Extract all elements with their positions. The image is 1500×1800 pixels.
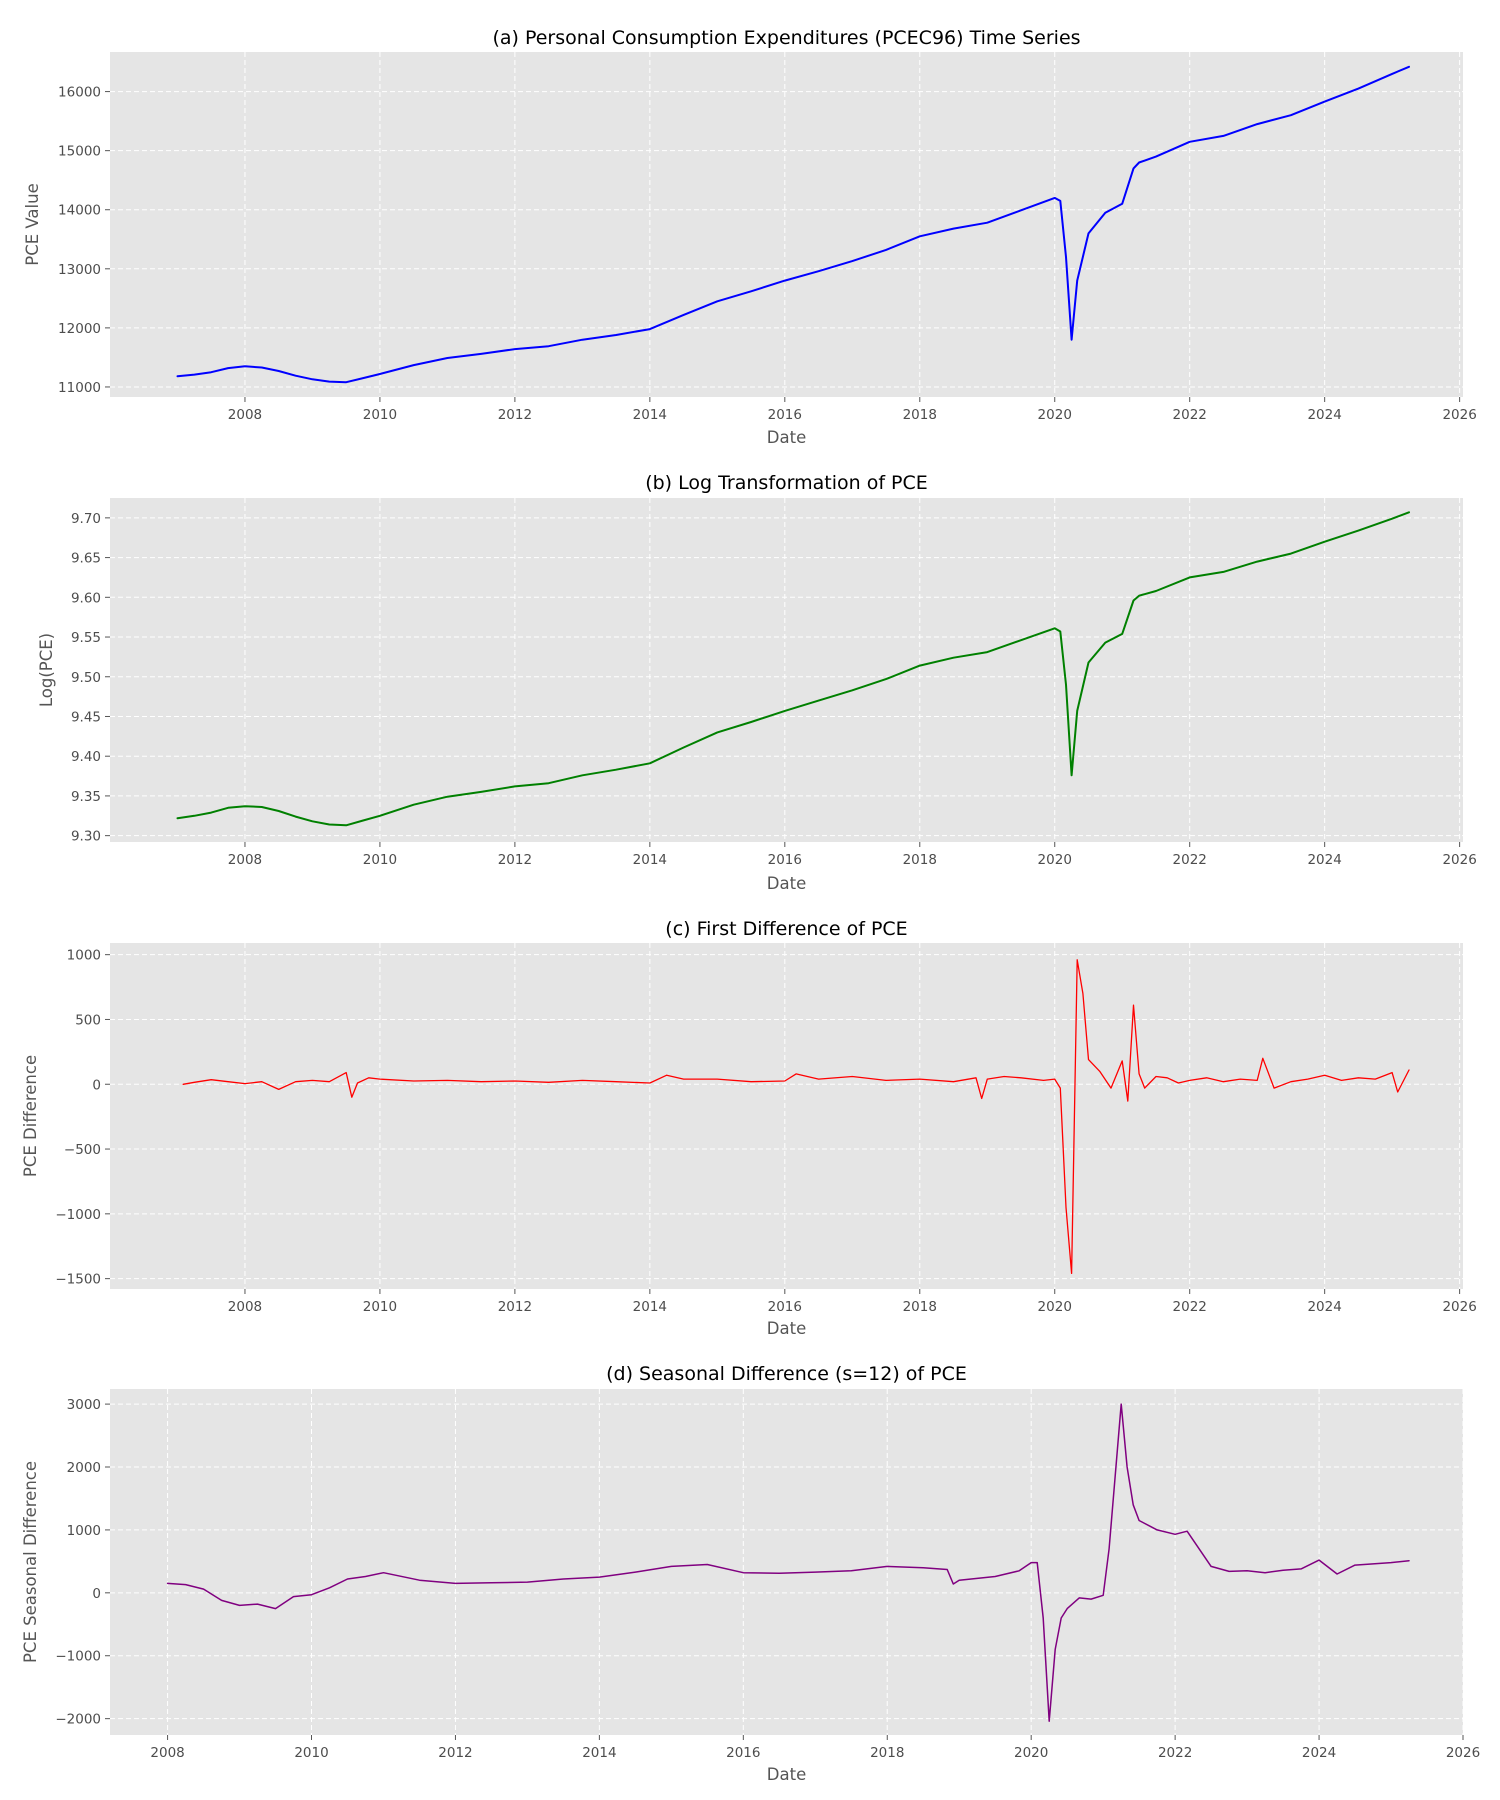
y-axis-label: Log(PCE)	[37, 633, 56, 707]
y-tick-label: −500	[64, 1142, 101, 1158]
x-tick-label: 2018	[870, 1745, 904, 1761]
y-axis-label: PCE Seasonal Difference	[21, 1461, 40, 1663]
y-tick-label: −1000	[55, 1649, 101, 1665]
y-tick-label: 1000	[67, 1523, 101, 1539]
x-tick-label: 2018	[903, 407, 937, 423]
x-tick-label: 2022	[1173, 852, 1207, 868]
x-tick-label: 2010	[294, 1745, 328, 1761]
y-tick-label: −1000	[55, 1207, 101, 1223]
x-tick-label: 2012	[498, 852, 532, 868]
x-tick-label: 2016	[726, 1745, 760, 1761]
y-tick-label: 1000	[67, 948, 101, 964]
x-tick-label: 2012	[498, 1299, 532, 1315]
chart-title: (d) Seasonal Difference (s=12) of PCE	[606, 1363, 967, 1385]
x-tick-label: 2022	[1158, 1745, 1192, 1761]
x-tick-label: 2026	[1446, 1745, 1480, 1761]
y-tick-label: 9.70	[71, 511, 101, 527]
x-tick-label: 2022	[1173, 1299, 1207, 1315]
x-axis-label: Date	[767, 1319, 806, 1338]
x-tick-label: 2018	[903, 852, 937, 868]
x-tick-label: 2012	[438, 1745, 472, 1761]
y-tick-label: 9.45	[71, 709, 101, 725]
x-tick-label: 2020	[1038, 407, 1072, 423]
y-tick-label: 3000	[67, 1397, 101, 1413]
x-tick-label: 2020	[1014, 1745, 1048, 1761]
x-tick-label: 2020	[1038, 1299, 1072, 1315]
chart-title: (a) Personal Consumption Expenditures (P…	[492, 27, 1080, 49]
x-tick-label: 2016	[768, 1299, 802, 1315]
y-tick-label: 12000	[58, 321, 101, 337]
series-line-0	[166, 1403, 1410, 1722]
x-tick-label: 2010	[363, 852, 397, 868]
y-tick-label: 9.60	[71, 590, 101, 606]
y-tick-label: 9.65	[71, 551, 101, 567]
x-tick-label: 2008	[150, 1745, 184, 1761]
x-tick-label: 2008	[228, 1299, 262, 1315]
y-tick-label: 9.30	[71, 829, 101, 845]
y-tick-label: −1500	[55, 1272, 101, 1288]
y-tick-label: 9.40	[71, 749, 101, 765]
y-tick-label: 11000	[58, 380, 101, 396]
series-line-0	[182, 959, 1410, 1275]
y-tick-label: 9.55	[71, 630, 101, 646]
x-tick-label: 2014	[633, 407, 667, 423]
x-tick-label: 2010	[363, 1299, 397, 1315]
chart-panel-1: 2008 2010 2012 2014 2016 2018 2020 2022 2024 2026…	[37, 472, 1477, 893]
x-tick-label: 2024	[1307, 1299, 1341, 1315]
x-tick-label: 2016	[768, 407, 802, 423]
y-tick-label: 9.50	[71, 670, 101, 686]
y-tick-label: 500	[75, 1012, 101, 1028]
x-tick-label: 2014	[582, 1745, 616, 1761]
x-tick-label: 2024	[1307, 852, 1341, 868]
x-tick-label: 2010	[363, 407, 397, 423]
plot-area	[110, 943, 1463, 1289]
y-tick-label: −2000	[55, 1712, 101, 1728]
x-tick-label: 2026	[1442, 407, 1476, 423]
y-axis-label: PCE Value	[23, 183, 42, 265]
plot-area	[110, 1389, 1463, 1735]
x-tick-label: 2024	[1307, 407, 1341, 423]
y-tick-label: 15000	[58, 144, 101, 160]
x-tick-label: 2024	[1302, 1745, 1336, 1761]
series-line-0	[176, 511, 1410, 827]
chart-title: (b) Log Transformation of PCE	[645, 472, 928, 494]
x-tick-label: 2018	[903, 1299, 937, 1315]
x-axis-label: Date	[767, 428, 806, 447]
plot-area	[110, 52, 1463, 397]
x-tick-label: 2020	[1038, 852, 1072, 868]
y-tick-label: 9.35	[71, 789, 101, 805]
plot-area	[110, 498, 1463, 842]
series-line-0	[176, 65, 1410, 384]
y-tick-label: 2000	[67, 1460, 101, 1476]
x-axis-label: Date	[767, 874, 806, 893]
x-tick-label: 2008	[228, 852, 262, 868]
y-tick-label: 0	[92, 1077, 101, 1093]
x-tick-label: 2026	[1442, 1299, 1476, 1315]
x-tick-label: 2026	[1442, 852, 1476, 868]
y-tick-label: 16000	[58, 85, 101, 101]
x-tick-label: 2012	[498, 407, 532, 423]
y-tick-label: 13000	[58, 262, 101, 278]
x-axis-label: Date	[767, 1765, 806, 1784]
chart-panel-3: 2008 2010 2012 2014 2016 2018 2020 2022 2024 2026…	[21, 1363, 1480, 1784]
x-tick-label: 2008	[228, 407, 262, 423]
chart-panel-0: 2008 2010 2012 2014 2016 2018 2020 2022 2024 2026…	[23, 27, 1477, 447]
x-tick-label: 2022	[1173, 407, 1207, 423]
x-tick-label: 2016	[768, 852, 802, 868]
chart-title: (c) First Difference of PCE	[665, 918, 907, 940]
y-tick-label: 14000	[58, 203, 101, 219]
x-tick-label: 2014	[633, 852, 667, 868]
x-tick-label: 2014	[633, 1299, 667, 1315]
y-tick-label: 0	[92, 1586, 101, 1602]
y-axis-label: PCE Difference	[21, 1055, 40, 1177]
chart-panel-2: 2008 2010 2012 2014 2016 2018 2020 2022 2024 2026…	[21, 918, 1477, 1338]
